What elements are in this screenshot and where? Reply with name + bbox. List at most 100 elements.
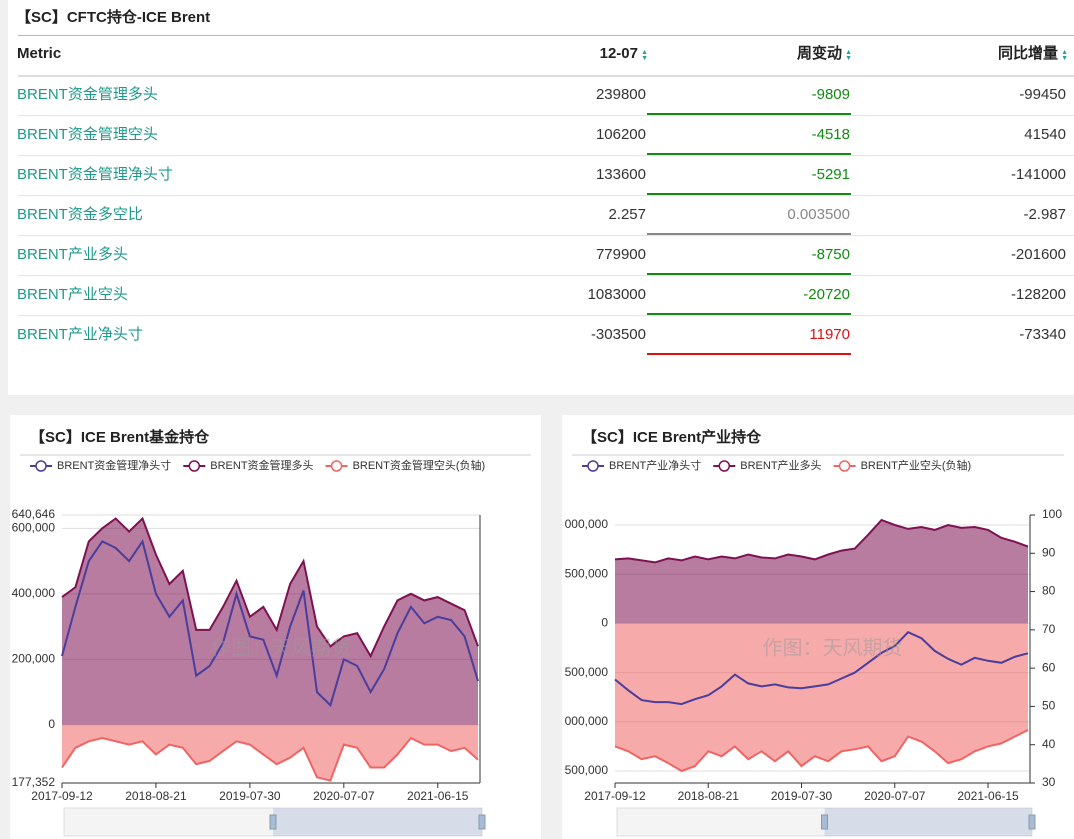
metric-link[interactable]: BRENT资金管理净头寸 [17,166,173,183]
cell-yoy: -99450 [1019,86,1066,103]
area-fill [615,520,1028,624]
row-border [18,195,1074,196]
change-underline [647,353,851,355]
x-tick-label: 2018-08-21 [125,789,187,803]
metric-link[interactable]: BRENT产业空头 [17,286,128,303]
x-tick-label: 2021-06-15 [957,789,1019,803]
y-tick-label: 000,000 [565,517,609,531]
x-tick-label: 2021-06-15 [407,789,469,803]
series-line [614,630,1029,706]
x-tick-label: 2019-07-30 [219,789,281,803]
legend-icon [718,460,731,472]
cell-change: -9809 [811,86,850,103]
zoom-handle [1028,814,1036,830]
zoom-handle [478,814,486,830]
x-tick-label: 2018-08-21 [678,789,740,803]
y-tick-label: 500,000 [565,665,609,679]
x-tick-label: 2019-07-30 [771,789,833,803]
cell-value: 239800 [595,86,646,103]
change-underline [647,233,851,235]
cell-change: -20720 [803,286,850,303]
row-border [18,155,1074,156]
y-tick-label: 177,352 [12,775,56,789]
cell-yoy: -2.987 [1023,206,1066,223]
column-header[interactable]: 12-07 [599,45,638,62]
legend-label: BRENT资金管理净头寸 [57,458,171,472]
legend-icon [838,460,851,472]
metric-link[interactable]: BRENT资金管理空头 [17,126,158,143]
legend-label: BRENT产业净头寸 [609,458,701,472]
y2-tick-label: 30 [1042,775,1056,789]
y-tick-label: 000,000 [565,714,609,728]
series-line [614,518,1029,564]
y2-tick-label: 40 [1042,737,1056,751]
legend-label: BRENT产业多头 [740,458,821,472]
cell-yoy: -128200 [1010,286,1066,303]
cell-value: -303500 [590,326,646,343]
legend-icon [587,460,599,472]
row-border [18,315,1074,316]
cell-value: 133600 [595,166,646,183]
series-line [61,539,479,708]
zoom-track [63,807,483,837]
y2-tick-label: 70 [1042,622,1056,636]
x-tick-label: 2020-07-07 [313,789,375,803]
cell-change: -5291 [811,166,850,183]
cell-value: 1083000 [587,286,646,303]
cell-value: 779900 [595,246,646,263]
cell-yoy: -201600 [1010,246,1066,263]
metric-link[interactable]: BRENT资金管理多头 [17,86,158,103]
chart-title: 【SC】ICE Brent产业持仓 [582,428,762,446]
series-line [61,736,479,782]
table-panel: 【SC】CFTC持仓-ICE Brent Metric 12-07 ▲ ▼ 周变动 ▲ ▼ 同… [8,0,1074,395]
metric-link[interactable]: BRENT产业多头 [17,246,128,263]
y-tick-label: 500,000 [565,566,609,580]
column-header[interactable]: 同比增量 [997,45,1058,62]
column-header[interactable]: 周变动 [796,45,842,62]
area-fill [62,518,478,725]
rule [18,75,1074,77]
y-tick-label: 200,000 [12,652,56,666]
chart-title: 【SC】ICE Brent基金持仓 [30,428,210,446]
legend-label: BRENT资金管理多头 [210,458,313,472]
y-tick-label: 400,000 [12,586,56,600]
area-fill [615,623,1028,771]
legend-icon [188,460,201,472]
zoom-handle [821,814,828,830]
y2-tick-label: 80 [1042,584,1056,598]
change-underline [647,273,851,275]
x-tick-label: 2017-09-12 [31,789,93,803]
y2-tick-label: 60 [1042,660,1056,674]
sort-icon[interactable]: ▲ ▼ [845,49,852,62]
y-tick-label: 500,000 [565,763,609,777]
y-tick-label: 0 [48,717,55,731]
cell-change: 11970 [809,326,850,343]
cell-change: 0.003500 [787,206,850,223]
sort-icon[interactable]: ▲ ▼ [641,49,648,62]
cell-value: 2.257 [608,206,646,223]
cell-change: -8750 [811,246,850,263]
y2-tick-label: 90 [1042,545,1056,559]
watermark: 作图：天风期货 [763,636,903,659]
zoom-window [824,808,1032,836]
metric-link[interactable]: BRENT产业净头寸 [17,326,143,343]
change-underline [647,193,851,195]
zoom-window [273,808,482,836]
metric-link[interactable]: BRENT资金多空比 [17,206,143,223]
legend-icon [330,460,343,472]
legend-icon [35,460,47,472]
cell-yoy: -73340 [1019,326,1066,343]
rule [18,35,1074,36]
legend-label: BRENT资金管理空头(负轴) [353,458,486,472]
cell-change: -4518 [811,126,850,143]
sort-icon[interactable]: ▲ ▼ [1061,49,1068,62]
change-underline [647,113,851,115]
column-header: Metric [17,45,62,62]
series-line [614,729,1029,773]
x-tick-label: 2017-09-12 [584,789,646,803]
series-line [61,516,479,659]
row-border [18,115,1074,116]
cell-value: 106200 [595,126,646,143]
zoom-handle [269,814,277,830]
change-underline [647,153,851,155]
